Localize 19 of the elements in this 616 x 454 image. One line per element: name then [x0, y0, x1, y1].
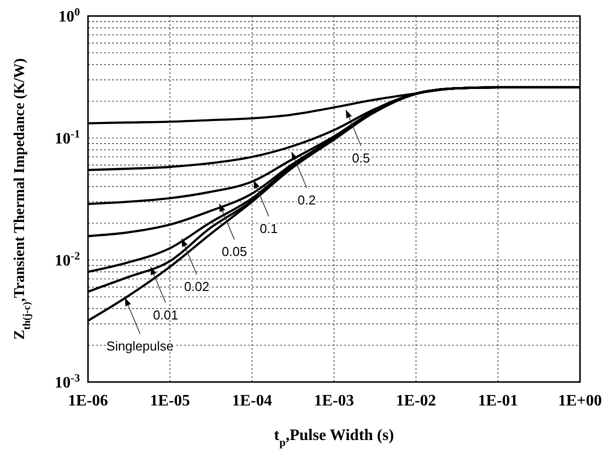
- y-tick-label: 10$^{-1}$: [54, 128, 80, 148]
- annotation: 0.5: [352, 150, 370, 166]
- x-tick-label: 1E-03: [314, 392, 354, 410]
- y-tick-label: 10$^{0}$: [58, 6, 80, 26]
- annotation: 0.05: [222, 244, 248, 260]
- annotation: 0.2: [298, 192, 316, 208]
- y-tick-label: 10$^{-3}$: [54, 372, 80, 392]
- x-tick-label: 1E-05: [150, 392, 190, 410]
- annotation: 0.01: [152, 307, 178, 322]
- annotation: 0.02: [184, 279, 210, 294]
- x-tick-label: 1E-02: [396, 392, 436, 410]
- annotation: Singlepulse: [106, 338, 174, 354]
- x-tick-label: 1E-06: [68, 392, 108, 410]
- x-tick-label: 1E-01: [478, 392, 518, 410]
- x-tick-label: 1E+00: [558, 392, 602, 410]
- annotation: 0.1: [260, 220, 278, 236]
- x-axis-title: t$_{p}$,Pulse Width (s): [274, 427, 394, 449]
- y-tick-label: 10$^{-2}$: [54, 250, 80, 270]
- x-tick-label: 1E-04: [232, 392, 272, 410]
